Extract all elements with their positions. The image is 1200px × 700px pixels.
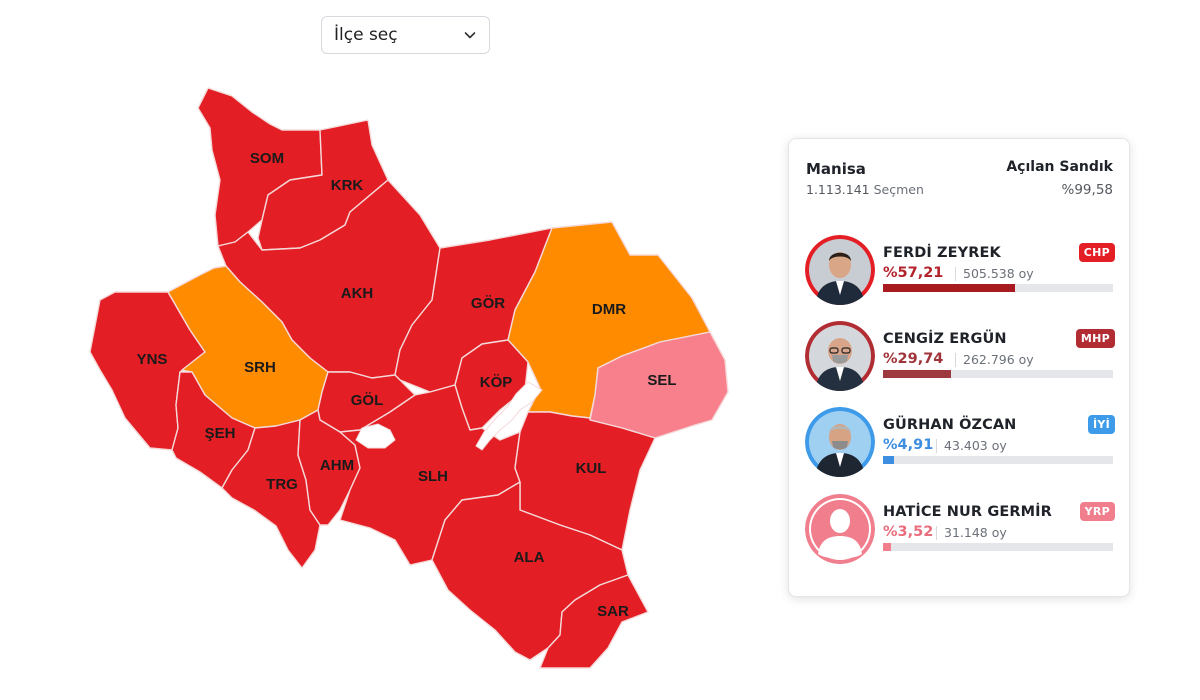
district-sar[interactable] xyxy=(539,574,649,669)
party-badge: MHP xyxy=(1075,329,1115,348)
map-districts xyxy=(89,87,729,669)
placeholder-avatar xyxy=(805,494,875,564)
vote-share-bar xyxy=(883,456,1113,464)
district-ahm[interactable] xyxy=(297,409,361,526)
party-badge: YRP xyxy=(1079,502,1115,521)
candidate-row[interactable]: HATİCE NUR GERMİR %3,52 31.148 oy YRP xyxy=(805,494,1115,564)
candidate-votes: 262.796 oy xyxy=(955,353,1034,367)
candidate-name: FERDİ ZEYREK xyxy=(883,245,1001,261)
party-badge: CHP xyxy=(1078,243,1115,262)
ferdi-zeyrek-avatar xyxy=(805,235,875,305)
district-kul[interactable] xyxy=(514,411,656,551)
gurhan-ozcan-avatar xyxy=(805,407,875,477)
candidate-name: CENGİZ ERGÜN xyxy=(883,331,1007,347)
candidate-name: HATİCE NUR GERMİR xyxy=(883,504,1052,520)
vote-share-fill xyxy=(883,543,892,551)
vote-share-bar xyxy=(883,370,1113,378)
vote-share-fill xyxy=(883,284,1015,292)
candidate-percent: %29,74 xyxy=(883,351,944,367)
province-name: Manisa xyxy=(806,160,866,178)
candidate-percent: %57,21 xyxy=(883,265,944,281)
candidate-row[interactable]: CENGİZ ERGÜN %29,74 262.796 oy MHP xyxy=(805,321,1115,391)
candidate-votes: 43.403 oy xyxy=(936,439,1007,453)
party-badge: İYİ xyxy=(1087,415,1115,434)
candidate-votes: 505.538 oy xyxy=(955,267,1034,281)
vote-share-fill xyxy=(883,456,895,464)
opened-ballot-label: Açılan Sandık xyxy=(1006,159,1113,175)
district-select-label: İlçe seç xyxy=(334,25,398,45)
candidate-percent: %4,91 xyxy=(883,437,934,453)
voter-count: 1.113.141 Seçmen xyxy=(806,182,924,197)
vote-share-fill xyxy=(883,370,952,378)
vote-share-bar xyxy=(883,543,1113,551)
district-map: SOM KRK AKH GÖR DMR SEL YNS SRH GÖL KÖP … xyxy=(89,87,729,669)
river-shape xyxy=(475,381,543,451)
candidate-votes: 31.148 oy xyxy=(936,526,1007,540)
candidate-row[interactable]: FERDİ ZEYREK %57,21 505.538 oy CHP xyxy=(805,235,1115,305)
lake-shape xyxy=(355,423,396,449)
cengiz-ergun-avatar xyxy=(805,321,875,391)
candidate-row[interactable]: GÜRHAN ÖZCAN %4,91 43.403 oy İYİ xyxy=(805,407,1115,477)
candidate-name: GÜRHAN ÖZCAN xyxy=(883,417,1017,433)
chevron-down-icon xyxy=(464,32,476,39)
opened-ballot-value: %99,58 xyxy=(1061,182,1113,198)
district-select[interactable]: İlçe seç xyxy=(321,16,490,54)
results-card: Manisa 1.113.141 Seçmen Açılan Sandık %9… xyxy=(788,138,1130,597)
vote-share-bar xyxy=(883,284,1113,292)
voter-count-value: 1.113.141 xyxy=(806,182,870,197)
voter-count-label: Seçmen xyxy=(873,182,924,197)
candidate-percent: %3,52 xyxy=(883,524,934,540)
